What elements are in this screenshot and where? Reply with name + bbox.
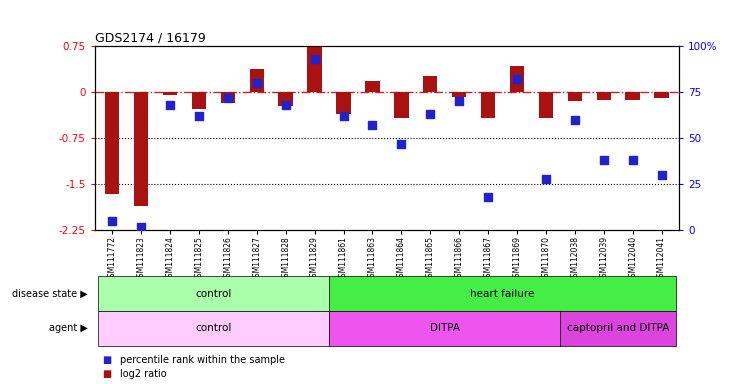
- Point: [396, 141, 407, 147]
- Text: ■: ■: [102, 369, 112, 379]
- Point: [453, 98, 465, 104]
- Point: [309, 56, 320, 62]
- Point: [107, 218, 118, 224]
- Text: control: control: [195, 289, 231, 299]
- Bar: [561, 311, 676, 346]
- Bar: [394, 92, 409, 118]
- Point: [280, 102, 291, 108]
- Bar: [163, 92, 177, 95]
- Point: [569, 117, 580, 123]
- Text: captopril and DITPA: captopril and DITPA: [567, 323, 669, 333]
- Bar: [278, 92, 293, 106]
- Text: agent ▶: agent ▶: [49, 323, 88, 333]
- Text: log2 ratio: log2 ratio: [120, 369, 167, 379]
- Bar: [481, 92, 496, 118]
- Bar: [539, 92, 553, 118]
- Bar: [329, 276, 676, 311]
- Text: control: control: [195, 323, 231, 333]
- Point: [338, 113, 350, 119]
- Bar: [98, 311, 329, 346]
- Point: [251, 80, 263, 86]
- Point: [222, 94, 234, 101]
- Bar: [452, 92, 466, 97]
- Text: disease state ▶: disease state ▶: [12, 289, 88, 299]
- Point: [540, 176, 552, 182]
- Text: GDS2174 / 16179: GDS2174 / 16179: [95, 32, 206, 45]
- Bar: [192, 92, 206, 109]
- Text: heart failure: heart failure: [470, 289, 535, 299]
- Point: [656, 172, 667, 178]
- Point: [483, 194, 494, 200]
- Bar: [307, 44, 322, 92]
- Bar: [423, 76, 437, 92]
- Point: [366, 122, 378, 128]
- Bar: [250, 69, 264, 92]
- Point: [511, 76, 523, 82]
- Bar: [98, 276, 329, 311]
- Bar: [105, 92, 120, 194]
- Point: [193, 113, 205, 119]
- Point: [598, 157, 610, 164]
- Point: [424, 111, 436, 118]
- Bar: [365, 81, 380, 92]
- Text: DITPA: DITPA: [430, 323, 460, 333]
- Bar: [510, 66, 524, 92]
- Bar: [568, 92, 582, 101]
- Bar: [220, 92, 235, 103]
- Bar: [337, 92, 350, 114]
- Point: [627, 157, 639, 164]
- Point: [135, 223, 147, 230]
- Text: ■: ■: [102, 355, 112, 365]
- Bar: [134, 92, 148, 206]
- Bar: [626, 92, 640, 99]
- Point: [164, 102, 176, 108]
- Bar: [596, 92, 611, 99]
- Bar: [329, 311, 561, 346]
- Bar: [654, 92, 669, 98]
- Text: percentile rank within the sample: percentile rank within the sample: [120, 355, 285, 365]
